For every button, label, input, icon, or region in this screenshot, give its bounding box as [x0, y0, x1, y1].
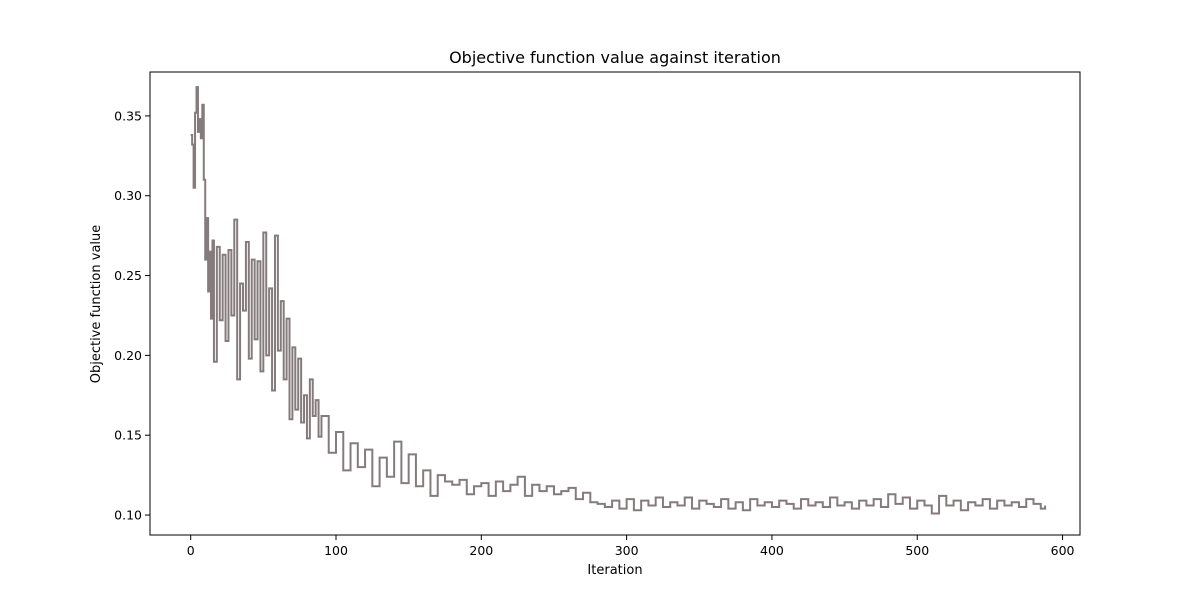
y-tick-label: 0.25: [114, 268, 142, 283]
y-tick-label: 0.20: [114, 348, 142, 363]
x-tick-label: 400: [760, 543, 784, 558]
y-tick-label: 0.15: [114, 428, 142, 443]
y-axis-label: Objective function value: [89, 225, 104, 384]
plot-area-frame: [149, 71, 1081, 536]
y-tick-label: 0.30: [114, 188, 142, 203]
series-line-0: [190, 86, 1047, 515]
x-axis: 0 100 200 300 400 500 600: [187, 535, 1075, 558]
x-tick-label: 300: [615, 543, 639, 558]
chart-title: Objective function value against iterati…: [449, 48, 781, 67]
x-tick-label: 500: [905, 543, 929, 558]
x-axis-label: Iteration: [587, 563, 642, 578]
y-axis: 0.10 0.15 0.20 0.25 0.30 0.35: [114, 108, 150, 523]
x-tick-label: 100: [324, 543, 348, 558]
x-tick-label: 0: [187, 543, 195, 558]
x-tick-label: 200: [469, 543, 493, 558]
y-tick-label: 0.35: [114, 108, 142, 123]
series-layer: [190, 86, 1047, 515]
x-tick-label: 600: [1051, 543, 1075, 558]
y-tick-label: 0.10: [114, 508, 142, 523]
